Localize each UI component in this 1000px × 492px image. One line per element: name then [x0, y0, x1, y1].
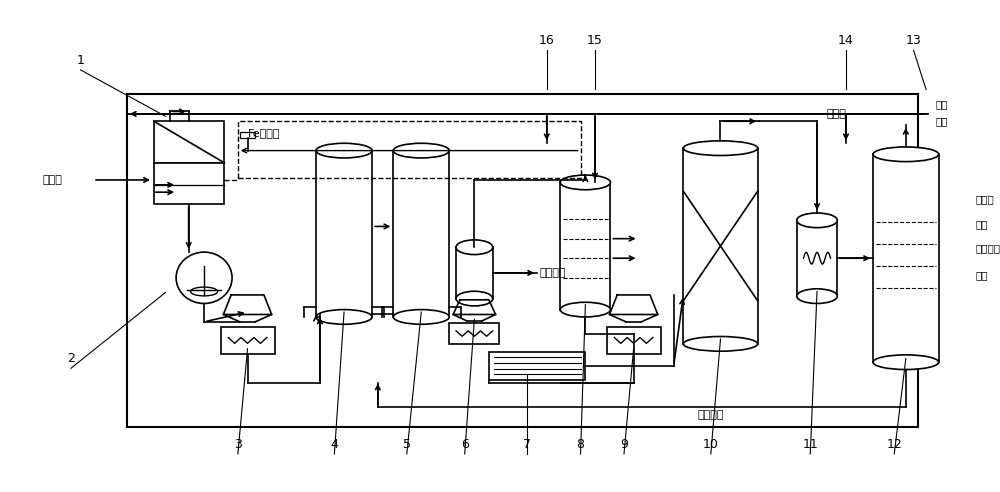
- Bar: [154, 121, 224, 163]
- Text: 高压: 高压: [936, 99, 948, 109]
- Ellipse shape: [560, 175, 610, 190]
- Text: 16: 16: [539, 34, 555, 47]
- Bar: [393, 151, 449, 317]
- Text: 14: 14: [838, 34, 854, 47]
- Bar: [127, 94, 918, 427]
- Ellipse shape: [873, 355, 939, 369]
- Bar: [317, 217, 371, 292]
- Text: 10: 10: [703, 438, 719, 451]
- Text: 3: 3: [234, 438, 242, 451]
- Ellipse shape: [176, 252, 232, 304]
- Text: 液化残渣: 液化残渣: [540, 268, 566, 278]
- Ellipse shape: [456, 291, 493, 306]
- Text: 13: 13: [906, 34, 921, 47]
- Text: 8: 8: [577, 438, 585, 451]
- Bar: [221, 327, 275, 354]
- Bar: [238, 121, 581, 178]
- Text: 石脑油: 石脑油: [975, 194, 994, 205]
- Ellipse shape: [316, 309, 372, 324]
- Ellipse shape: [797, 289, 837, 304]
- Ellipse shape: [560, 302, 610, 317]
- Bar: [873, 154, 939, 362]
- Bar: [797, 220, 837, 296]
- Text: Fe催化剂: Fe催化剂: [248, 128, 280, 138]
- Text: 15: 15: [587, 34, 603, 47]
- Text: 2: 2: [67, 352, 75, 365]
- Text: 循环溶剂: 循环溶剂: [698, 410, 724, 420]
- Bar: [316, 151, 372, 317]
- Bar: [607, 327, 661, 354]
- Text: 液化气: 液化气: [827, 109, 847, 119]
- Text: 6: 6: [461, 438, 469, 451]
- Bar: [456, 247, 493, 299]
- Text: 11: 11: [802, 438, 818, 451]
- Ellipse shape: [683, 337, 758, 351]
- Ellipse shape: [683, 141, 758, 155]
- Text: 航空煤油: 航空煤油: [975, 244, 1000, 253]
- Bar: [683, 148, 758, 344]
- Bar: [449, 323, 499, 344]
- Ellipse shape: [873, 147, 939, 161]
- Bar: [394, 217, 448, 292]
- Text: 7: 7: [523, 438, 531, 451]
- Ellipse shape: [393, 143, 449, 158]
- Text: 12: 12: [886, 438, 902, 451]
- Text: 汽油: 汽油: [975, 219, 988, 229]
- Bar: [154, 163, 224, 204]
- Text: 9: 9: [620, 438, 628, 451]
- Text: 5: 5: [403, 438, 411, 451]
- Bar: [560, 183, 610, 309]
- Text: 柴油: 柴油: [975, 270, 988, 280]
- Ellipse shape: [456, 240, 493, 254]
- Bar: [489, 352, 585, 380]
- Text: 富油煤: 富油煤: [42, 175, 62, 185]
- Text: 1: 1: [77, 54, 84, 66]
- Ellipse shape: [393, 309, 449, 324]
- Ellipse shape: [316, 143, 372, 158]
- Ellipse shape: [797, 213, 837, 228]
- Text: 氢气: 氢气: [936, 116, 948, 126]
- Text: 4: 4: [330, 438, 338, 451]
- Bar: [240, 131, 255, 138]
